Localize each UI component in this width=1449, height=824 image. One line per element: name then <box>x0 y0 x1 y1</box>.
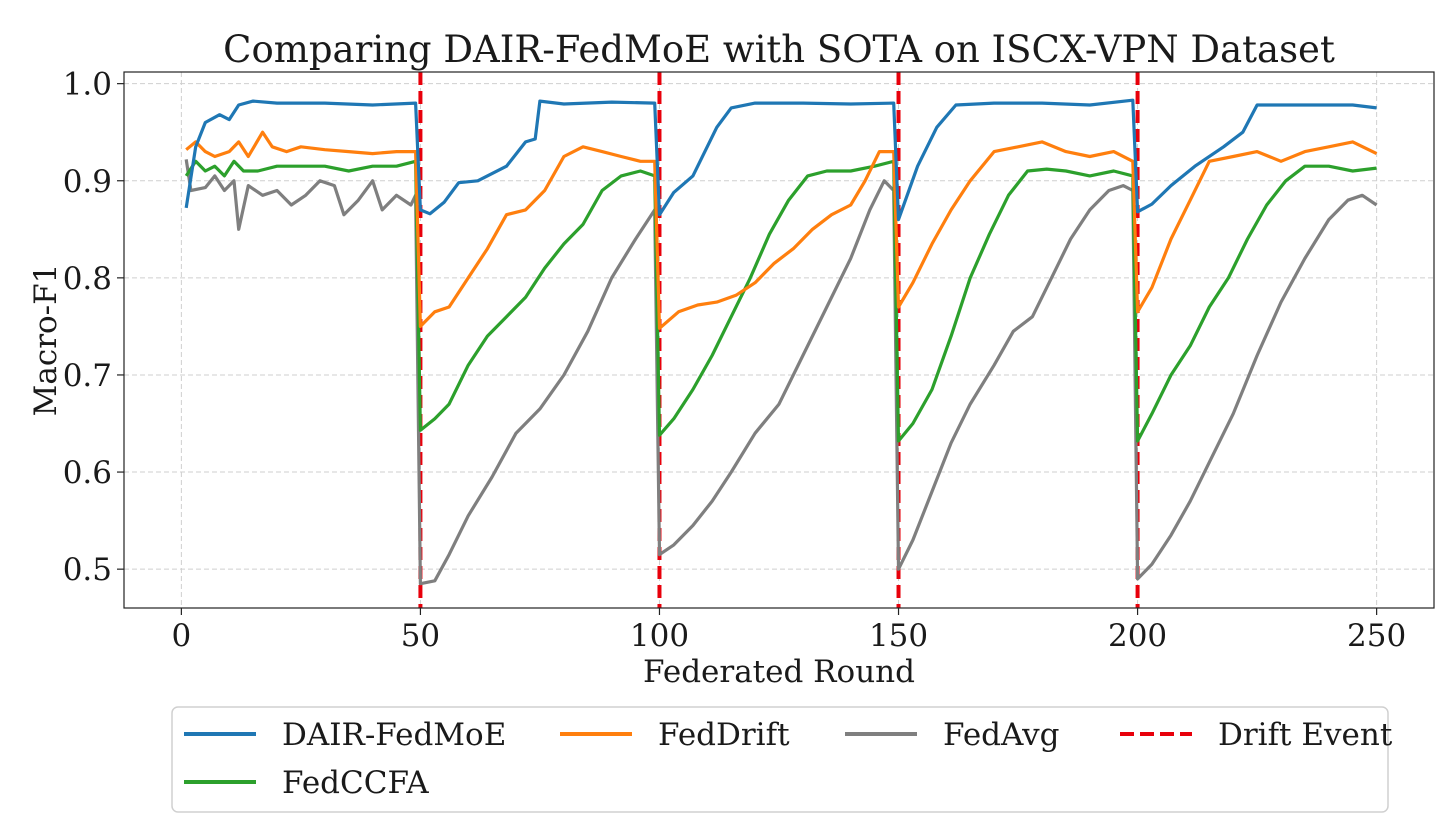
axes-frame <box>123 71 1435 609</box>
x-tick-label: 100 <box>630 618 689 654</box>
y-tick-label: 1.0 <box>63 67 112 103</box>
series-line-fedavg <box>184 159 1378 586</box>
legend-box <box>171 706 1389 813</box>
legend: DAIR-FedMoE FedDrift FedAvg Drift Event FedC… <box>171 706 1393 813</box>
y-tick-label: 0.6 <box>63 455 112 491</box>
legend-label: FedAvg <box>943 717 1060 753</box>
y-tick-label: 0.7 <box>63 358 112 394</box>
legend-label: DAIR-FedMoE <box>282 717 506 753</box>
x-tick-label: 0 <box>172 618 192 654</box>
y-tick-label: 0.8 <box>63 261 112 297</box>
x-tick-label: 150 <box>869 618 928 654</box>
y-tick-label: 0.9 <box>63 164 112 200</box>
chart-title: Comparing DAIR-FedMoE with SOTA on ISCX-… <box>223 28 1335 71</box>
x-tick-label: 50 <box>401 618 440 654</box>
series-line-fedccfa <box>184 159 1377 443</box>
legend-label: FedCCFA <box>282 765 429 801</box>
series-line-dair-fedmoe <box>184 98 1377 222</box>
series-line-feddrift <box>185 130 1378 330</box>
series-lines <box>184 98 1378 586</box>
x-tick-label: 250 <box>1347 618 1406 654</box>
y-tick-label: 0.5 <box>63 552 112 588</box>
y-axis-ticks: 0.5 0.6 0.7 0.8 0.9 1.0 <box>63 67 124 588</box>
grid-lines <box>124 72 1434 608</box>
x-tick-label: 200 <box>1108 618 1167 654</box>
x-axis-label: Federated Round <box>643 654 915 690</box>
x-axis-ticks: 0 50 100 150 200 250 <box>172 608 1406 654</box>
drift-event-lines <box>418 72 1140 608</box>
y-axis-label: Macro-F1 <box>28 264 64 417</box>
legend-label: FedDrift <box>658 717 790 753</box>
legend-label: Drift Event <box>1218 717 1393 753</box>
